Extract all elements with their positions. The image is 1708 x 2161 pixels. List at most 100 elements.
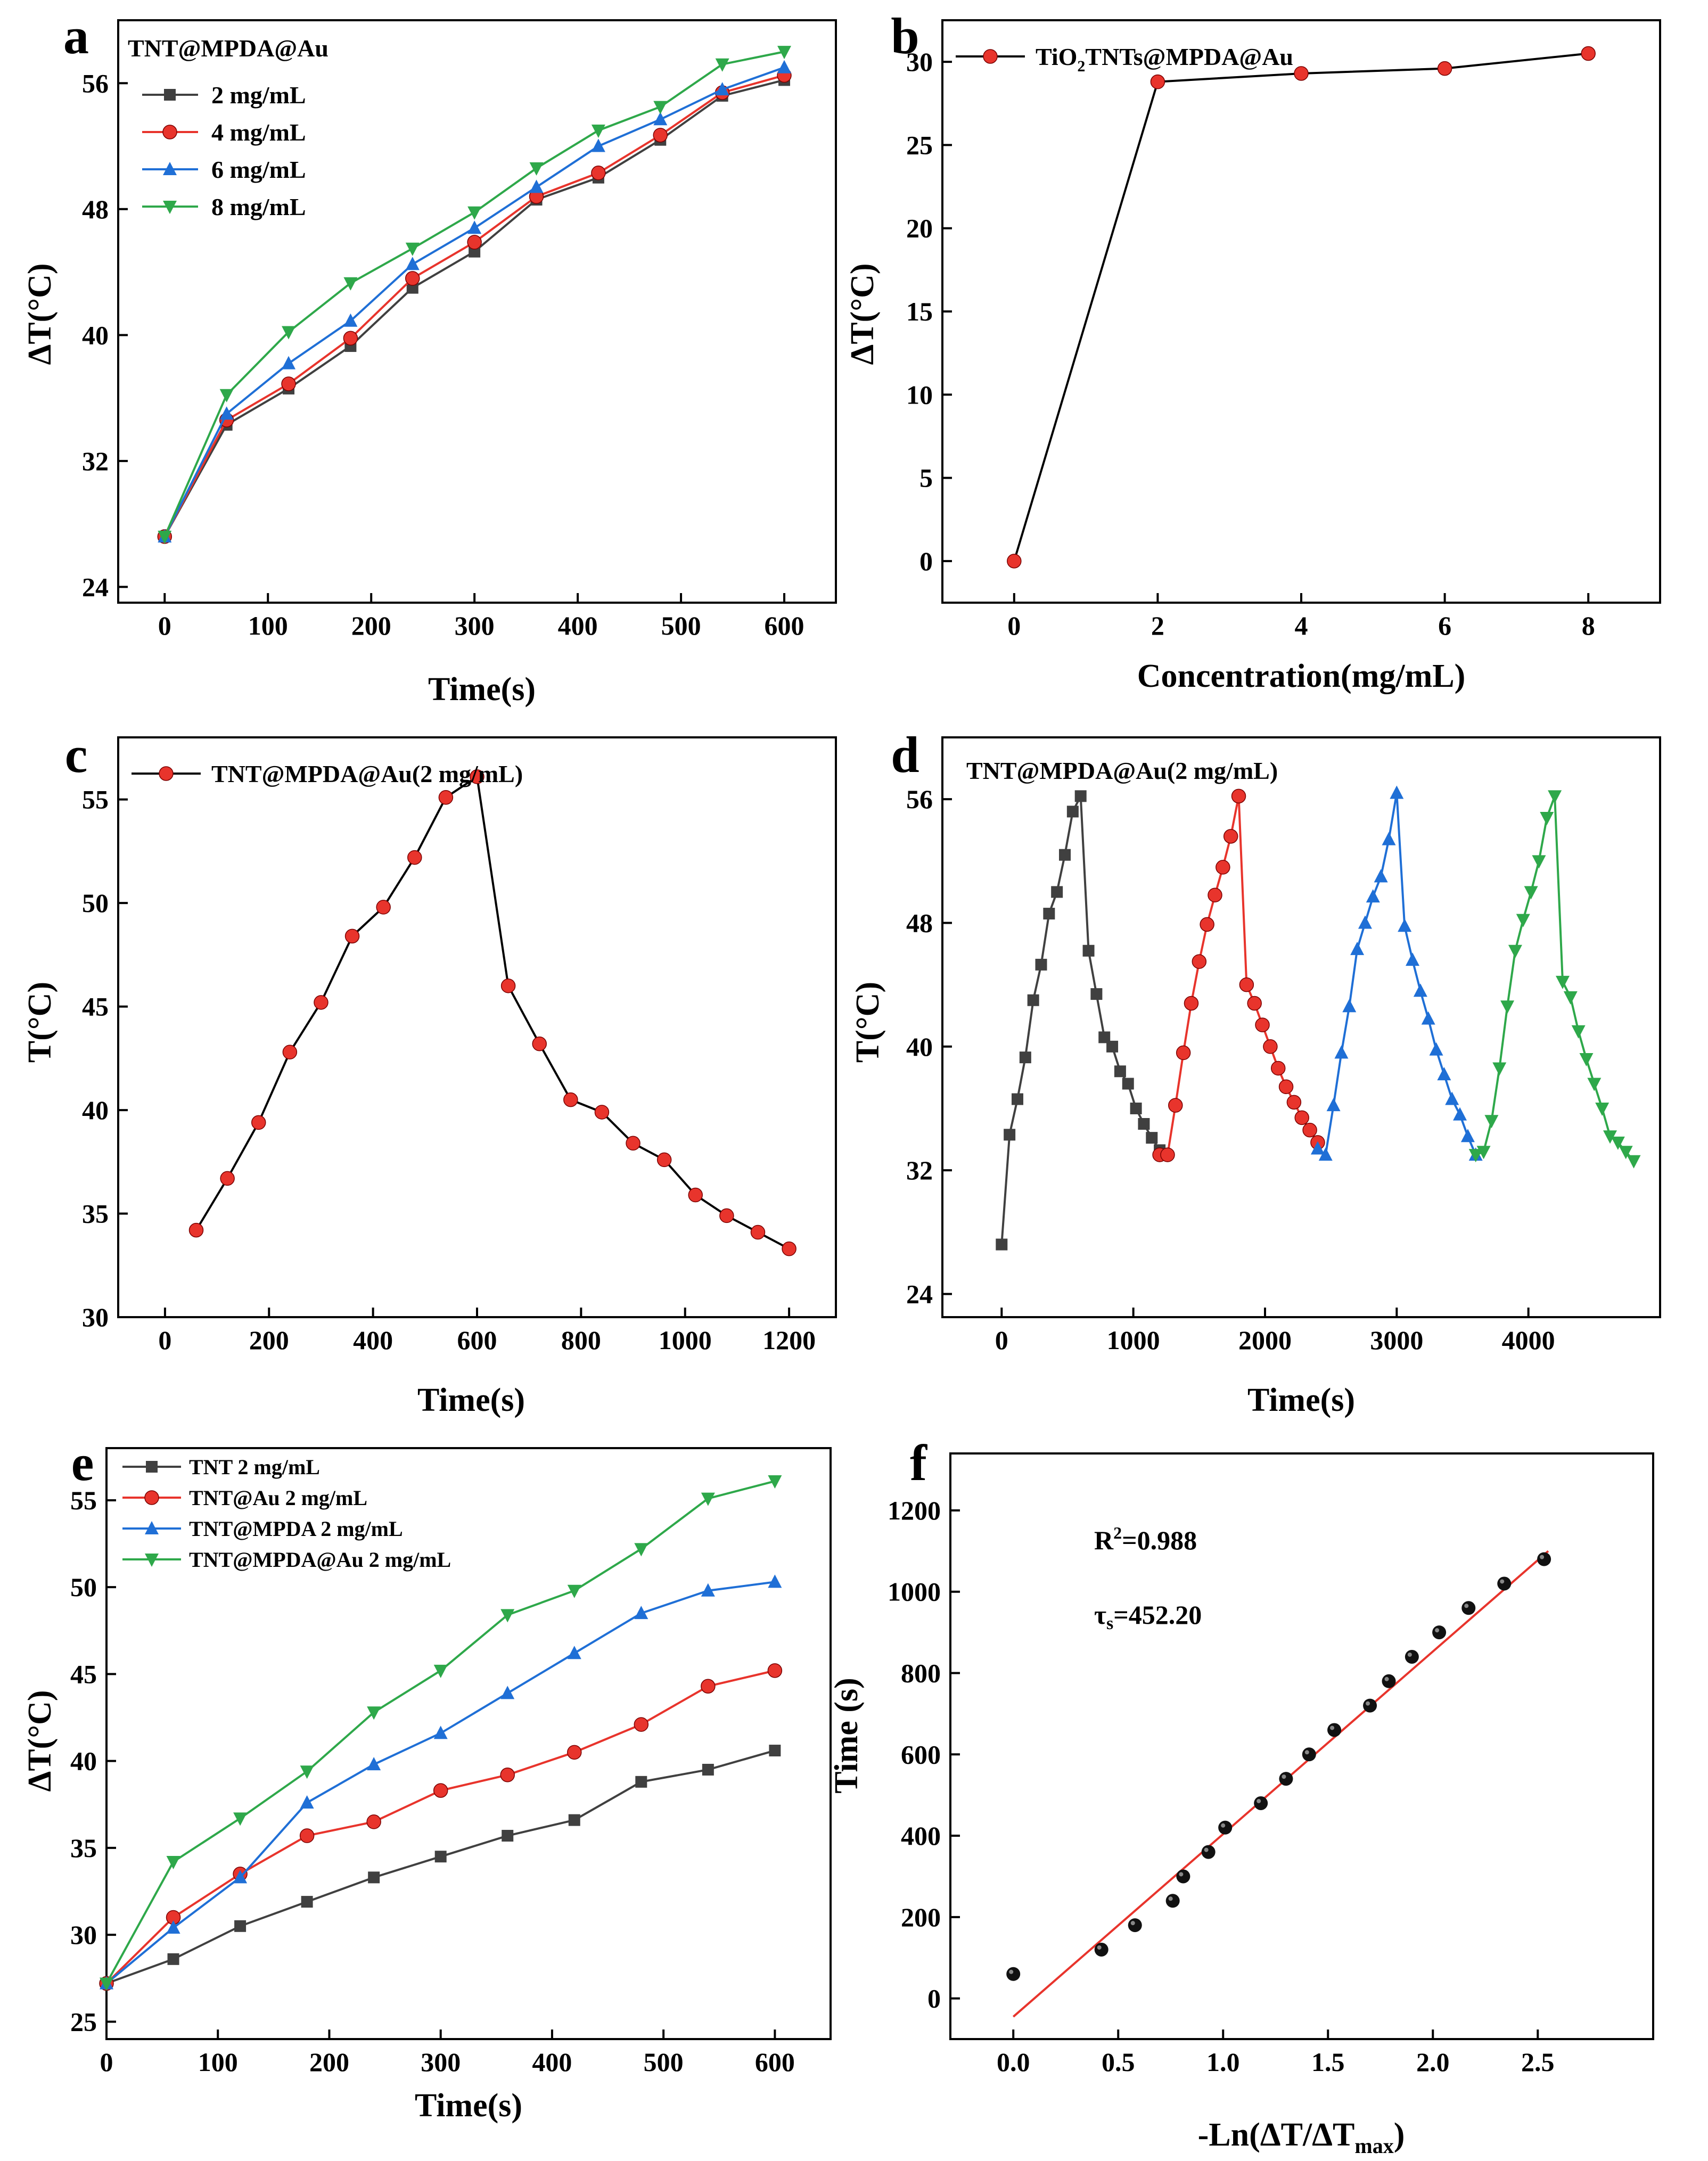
legend-label: TNT@Au 2 mg/mL [189,1486,367,1510]
x-tick-label: 800 [561,1325,601,1355]
x-tick-label: 600 [457,1325,497,1355]
series-3 [1468,790,1641,1169]
series-2 [158,60,792,543]
data-point [300,1765,314,1779]
data-point [777,60,792,73]
legend-marker [162,125,177,139]
x-tick-label: 2.0 [1416,2047,1450,2077]
data-point [1429,1042,1443,1056]
y-tick-label: 35 [70,1833,97,1863]
data-point-highlight [1366,1701,1370,1706]
data-point [1192,954,1207,969]
data-point [1508,944,1522,958]
x-tick-label: 100 [198,2047,238,2077]
data-point-highlight [1540,1555,1545,1559]
y-tick-label: 35 [82,1199,109,1229]
legend-label: 8 mg/mL [211,193,306,220]
series-line [195,775,790,1250]
y-tick-label: 32 [906,1155,933,1185]
data-point [567,1584,581,1598]
data-point [1579,1053,1594,1067]
tau-annotation: τs=452.20 [1094,1600,1202,1633]
data-point [1138,1118,1150,1130]
plot-frame [117,19,837,604]
series-line [1475,795,1635,1162]
data-point [1035,958,1047,971]
data-point [300,1795,314,1809]
data-point [1168,1098,1183,1113]
series-3 [100,1475,782,1991]
legend-title: TNT@MPDA@Au [128,35,329,62]
data-point [1555,975,1570,989]
data-point [1310,1141,1325,1155]
panel-e: 0 100 200 300 400 500 600 25 30 35 40 45 50 55 Time(s)… [22,1434,832,2124]
data-point [1619,1146,1633,1160]
data-point [188,1222,204,1238]
y-tick-label: 1000 [888,1577,941,1607]
panel-b: 0 2 4 6 8 0 5 10 15 20 25 30 Concentration(mg/mL) ΔT(… [844,7,1661,694]
data-point [1405,1649,1419,1664]
data-point [251,1115,266,1130]
data-point [1247,996,1262,1011]
data-point [1074,790,1087,802]
data-point [367,1706,381,1720]
x-axis-label: Time(s) [428,671,536,708]
y-axis-label: ΔT(°C) [844,263,881,365]
data-point-highlight [1009,1969,1014,1974]
data-point [1286,1095,1302,1110]
data-point [1516,914,1530,927]
data-point [234,1920,247,1932]
data-point [1201,1845,1216,1859]
data-point [750,1225,766,1240]
y-tick-label: 40 [906,1032,933,1062]
x-tick-label: 600 [755,2047,795,2077]
data-point [1421,1011,1435,1025]
data-point [1468,1149,1483,1163]
data-point [467,235,482,250]
data-point [1524,886,1538,900]
plot-frame [117,736,837,1318]
data-point [1453,1107,1467,1121]
panel-f: 0.0 0.5 1.0 1.5 2.0 2.5 0 200 400 600 800 1000 1200 -… [828,1434,1654,2158]
data-point [701,1492,715,1506]
y-axis-label: ΔT(°C) [22,1690,58,1792]
x-tick-label: 600 [765,611,804,640]
data-point [433,1664,448,1678]
data-point-highlight [1097,1945,1102,1950]
legend-label-sub: 2 [1077,57,1085,75]
data-point [1066,806,1079,818]
data-point [768,1574,782,1588]
data-point [467,220,482,234]
data-point [1006,1967,1021,1981]
data-point-highlight [1407,1652,1412,1657]
x-axis-label: Concentration(mg/mL) [1137,658,1465,694]
y-tick-label: 600 [901,1739,941,1769]
x-tick-label: 100 [248,611,288,640]
legend-marker [159,766,174,781]
x-tick-label: 8 [1582,611,1595,640]
y-tick-label: 32 [82,446,109,476]
x-tick-label: 0 [1007,611,1021,640]
y-tick-label: 50 [82,888,109,918]
tau-sub: s [1106,1614,1113,1633]
r-squared-main: R [1094,1525,1114,1555]
data-point [1239,977,1254,992]
data-point [719,1208,734,1223]
data-point [166,1920,180,1934]
data-point [1581,46,1596,61]
x-tick-label: 0.5 [1102,2047,1135,2077]
x-tick-label: 2.5 [1521,2047,1555,2077]
x-tick-label: 0 [158,611,171,640]
data-point [281,376,296,391]
data-point [282,326,296,340]
legend-marker [145,1521,159,1534]
y-tick-label: 24 [906,1279,933,1309]
data-point [1406,952,1420,966]
panel-letter: a [63,7,89,64]
data-point-highlight [1304,1750,1309,1755]
plot-frame [941,736,1661,1318]
legend-marker [164,89,176,101]
data-point-highlight [1384,1677,1389,1681]
data-point [1382,832,1396,845]
